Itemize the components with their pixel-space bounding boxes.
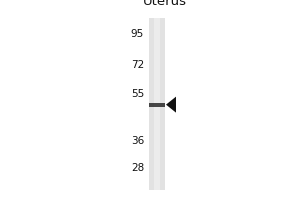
Text: 28: 28 — [131, 163, 144, 173]
Polygon shape — [166, 97, 176, 113]
Bar — [149, 18, 165, 190]
Text: 36: 36 — [131, 136, 144, 146]
Text: 95: 95 — [131, 29, 144, 39]
Text: Uterus: Uterus — [143, 0, 187, 8]
Bar — [149, 103, 165, 107]
Text: 55: 55 — [131, 89, 144, 99]
Bar — [154, 18, 160, 190]
Text: 72: 72 — [131, 60, 144, 70]
